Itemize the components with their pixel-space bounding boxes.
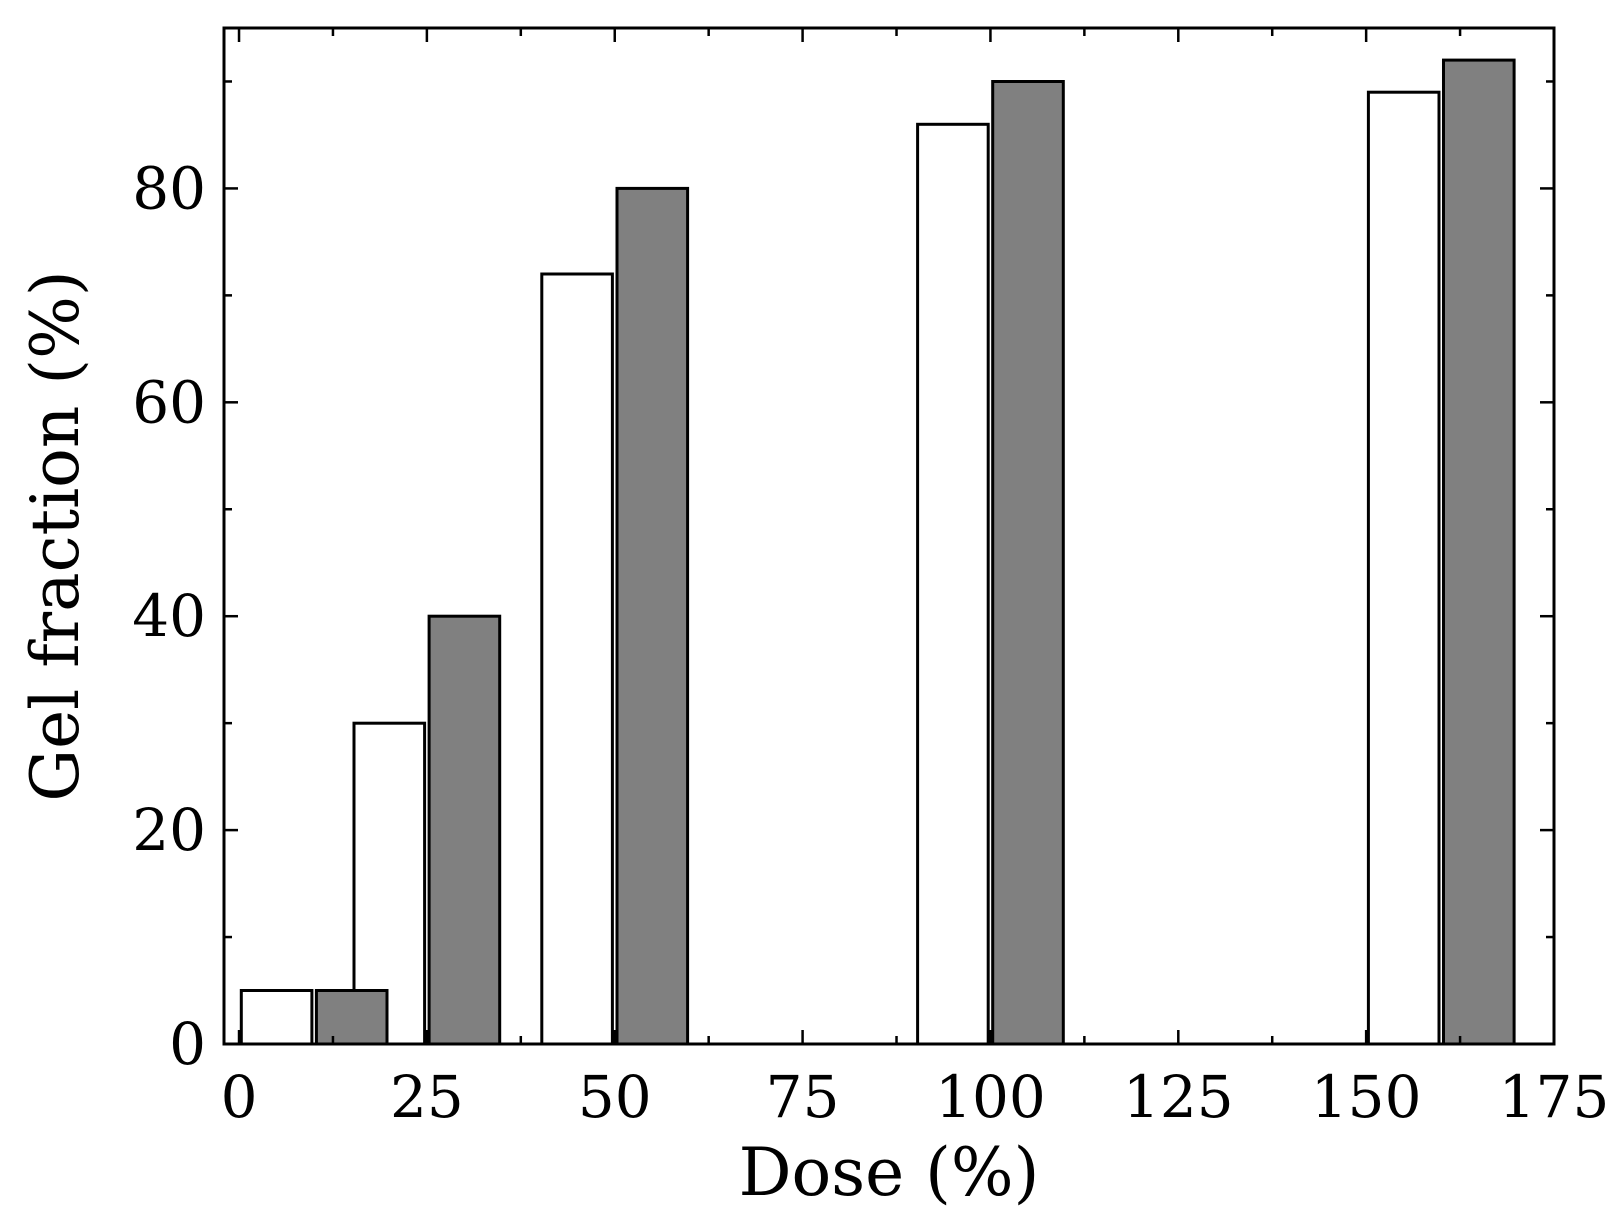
tick-labels-layer: 0 25 50 75 100 125 150 175 0 20 40 60 80 (132, 154, 1609, 1131)
bars-layer (239, 58, 1516, 1046)
bar-series2-3 (615, 186, 690, 1046)
bar-series1-4 (916, 122, 990, 1046)
bar-series2-5 (1442, 58, 1516, 1046)
bar-series1-3 (540, 272, 614, 1046)
x-tick-label: 150 (1311, 1063, 1422, 1131)
bar-series2-4 (991, 80, 1065, 1046)
x-tick-label: 25 (390, 1063, 464, 1131)
y-axis-label: Gel fraction (%) (17, 270, 94, 801)
bar-series1-5 (1366, 90, 1441, 1046)
y-tick-label: 20 (132, 796, 206, 864)
y-tick-label: 80 (132, 154, 206, 222)
x-axis-label: Dose (%) (739, 1134, 1040, 1211)
x-tick-label: 125 (1123, 1063, 1234, 1131)
bar-series1-1 (239, 989, 314, 1046)
ticks-layer (224, 28, 1556, 1046)
y-tick-label: 40 (132, 582, 206, 650)
bar-series2-2 (427, 614, 502, 1046)
plot-frame (222, 26, 1556, 1046)
y-tick-label: 0 (169, 1010, 206, 1078)
x-tick-label: 50 (578, 1063, 652, 1131)
x-tick-label: 175 (1499, 1063, 1610, 1131)
x-tick-label: 100 (935, 1063, 1046, 1131)
y-tick-label: 60 (132, 368, 206, 436)
bar-series2-1 (314, 989, 389, 1046)
x-tick-label: 0 (221, 1063, 258, 1131)
x-tick-label: 75 (766, 1063, 840, 1131)
